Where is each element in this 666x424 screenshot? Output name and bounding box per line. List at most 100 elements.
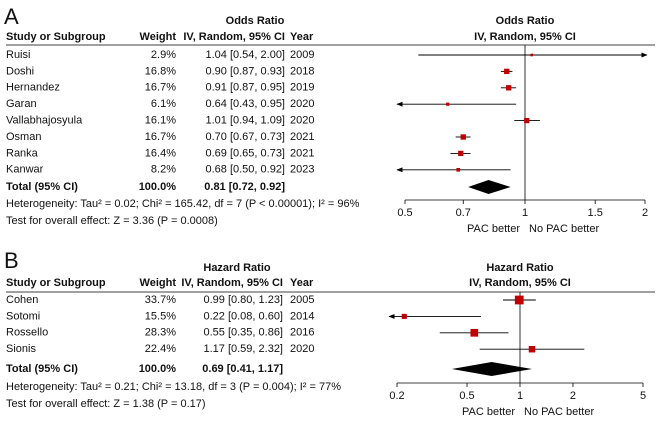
total-name: Total (95% CI) bbox=[6, 363, 78, 375]
year: 2020 bbox=[290, 115, 314, 127]
effect-ci: 0.22 [0.08, 0.60] bbox=[203, 310, 283, 322]
effect-ci: 0.69 [0.65, 0.73] bbox=[205, 147, 285, 159]
study-name: Vallabhajosyula bbox=[6, 115, 83, 127]
weight: 22.4% bbox=[145, 343, 176, 355]
study-square bbox=[446, 102, 450, 106]
year: 2023 bbox=[290, 164, 314, 176]
study-name: Sionis bbox=[6, 343, 36, 355]
weight: 16.4% bbox=[145, 147, 176, 159]
total-diamond bbox=[468, 180, 511, 194]
study-name: Rossello bbox=[6, 327, 48, 339]
effect-subheader: IV, Random, 95% CI bbox=[183, 31, 285, 43]
weight: 6.1% bbox=[151, 98, 176, 110]
total-ci: 0.81 [0.72, 0.92] bbox=[204, 181, 285, 193]
plot-subtitle: IV, Random, 95% CI bbox=[469, 277, 571, 289]
effect-subheader: IV, Random, 95% CI bbox=[181, 277, 283, 289]
weight: 8.2% bbox=[151, 164, 176, 176]
x-tick-label: 0.2 bbox=[389, 390, 404, 402]
year: 2016 bbox=[290, 327, 314, 339]
panel-label: B bbox=[4, 248, 19, 273]
study-name: Hernandez bbox=[6, 82, 60, 94]
study-header: Study or Subgroup bbox=[6, 277, 106, 289]
x-tick-label: 1 bbox=[522, 207, 528, 219]
x-tick-label: 2 bbox=[570, 390, 576, 402]
study-name: Sotomi bbox=[6, 310, 40, 322]
study-square bbox=[401, 313, 407, 319]
year: 2014 bbox=[290, 310, 314, 322]
study-name: Ruisi bbox=[6, 49, 30, 61]
effect-ci: 0.91 [0.87, 0.95] bbox=[205, 82, 285, 94]
effect-ci: 0.64 [0.43, 0.95] bbox=[205, 98, 285, 110]
weight: 16.1% bbox=[145, 115, 176, 127]
year-header: Year bbox=[290, 277, 314, 289]
plot-title: Hazard Ratio bbox=[486, 262, 554, 274]
year: 2009 bbox=[290, 49, 314, 61]
x-tick-label: 1 bbox=[517, 390, 523, 402]
study-square bbox=[456, 167, 461, 172]
study-square bbox=[514, 295, 524, 305]
effect-ci: 0.90 [0.87, 0.93] bbox=[205, 65, 285, 77]
study-name: Kanwar bbox=[6, 164, 44, 176]
effect-header: Odds Ratio bbox=[226, 15, 285, 27]
plot-subtitle: IV, Random, 95% CI bbox=[474, 31, 576, 43]
year: 2021 bbox=[290, 147, 314, 159]
effect-ci: 1.01 [0.94, 1.09] bbox=[205, 115, 285, 127]
weight: 33.7% bbox=[145, 294, 176, 306]
study-square bbox=[470, 328, 479, 337]
study-square bbox=[528, 345, 536, 353]
effect-ci: 0.70 [0.67, 0.73] bbox=[205, 131, 285, 143]
x-tick-label: 1.5 bbox=[588, 207, 603, 219]
panel-label: A bbox=[4, 4, 19, 29]
weight: 16.7% bbox=[145, 82, 176, 94]
total-name: Total (95% CI) bbox=[6, 181, 78, 193]
right-label: No PAC better bbox=[524, 406, 594, 418]
year: 2020 bbox=[290, 343, 314, 355]
x-tick-label: 0.5 bbox=[397, 207, 412, 219]
year: 2018 bbox=[290, 65, 314, 77]
weight: 16.8% bbox=[145, 65, 176, 77]
x-tick-label: 2 bbox=[642, 207, 648, 219]
overall-effect: Test for overall effect: Z = 3.36 (P = 0… bbox=[6, 215, 218, 227]
heterogeneity: Heterogeneity: Tau² = 0.21; Chi² = 13.18… bbox=[6, 381, 341, 393]
study-name: Osman bbox=[6, 131, 41, 143]
x-tick-label: 0.7 bbox=[456, 207, 471, 219]
weight: 2.9% bbox=[151, 49, 176, 61]
left-label: PAC better bbox=[467, 223, 520, 235]
study-square bbox=[530, 53, 534, 57]
study-name: Cohen bbox=[6, 294, 38, 306]
study-name: Doshi bbox=[6, 65, 34, 77]
total-weight: 100.0% bbox=[139, 181, 177, 193]
right-label: No PAC better bbox=[529, 223, 599, 235]
year: 2020 bbox=[290, 98, 314, 110]
left-label: PAC better bbox=[462, 406, 515, 418]
total-diamond bbox=[451, 362, 532, 376]
effect-header: Hazard Ratio bbox=[203, 262, 271, 274]
x-tick-label: 0.5 bbox=[459, 390, 474, 402]
study-name: Garan bbox=[6, 98, 37, 110]
study-square bbox=[524, 117, 530, 124]
study-header: Study or Subgroup bbox=[6, 31, 106, 43]
study-square bbox=[458, 150, 464, 157]
weight-header: Weight bbox=[140, 31, 177, 43]
weight: 15.5% bbox=[145, 310, 176, 322]
effect-ci: 1.17 [0.59, 2.32] bbox=[203, 343, 283, 355]
effect-ci: 0.55 [0.35, 0.86] bbox=[203, 327, 283, 339]
effect-ci: 1.04 [0.54, 2.00] bbox=[205, 49, 285, 61]
year: 2005 bbox=[290, 294, 314, 306]
plot-title: Odds Ratio bbox=[496, 15, 555, 27]
weight: 28.3% bbox=[145, 327, 176, 339]
total-ci: 0.69 [0.41, 1.17] bbox=[202, 363, 283, 375]
heterogeneity: Heterogeneity: Tau² = 0.02; Chi² = 165.4… bbox=[6, 198, 360, 210]
study-name: Ranka bbox=[6, 147, 39, 159]
study-square bbox=[504, 68, 510, 75]
study-square bbox=[506, 85, 512, 91]
effect-ci: 0.99 [0.80, 1.23] bbox=[203, 294, 283, 306]
total-weight: 100.0% bbox=[139, 363, 177, 375]
x-tick-label: 5 bbox=[640, 390, 646, 402]
year-header: Year bbox=[290, 31, 314, 43]
weight: 16.7% bbox=[145, 131, 176, 143]
overall-effect: Test for overall effect: Z = 1.38 (P = 0… bbox=[6, 398, 206, 410]
study-square bbox=[460, 134, 466, 140]
year: 2021 bbox=[290, 131, 314, 143]
